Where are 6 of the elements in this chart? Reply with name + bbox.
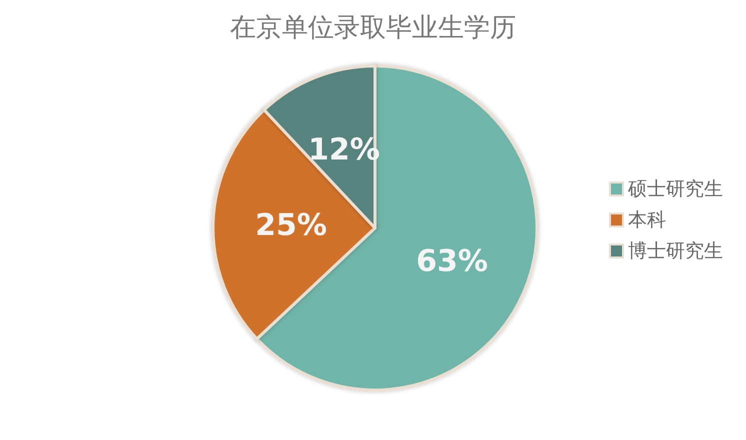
legend-label: 本科 xyxy=(628,209,666,231)
chart-title: 在京单位录取毕业生学历 xyxy=(230,13,516,43)
data-label: 25% xyxy=(255,208,327,243)
data-label: 63% xyxy=(416,244,488,279)
legend-label: 硕士研究生 xyxy=(627,178,723,200)
legend-label: 博士研究生 xyxy=(628,240,723,262)
